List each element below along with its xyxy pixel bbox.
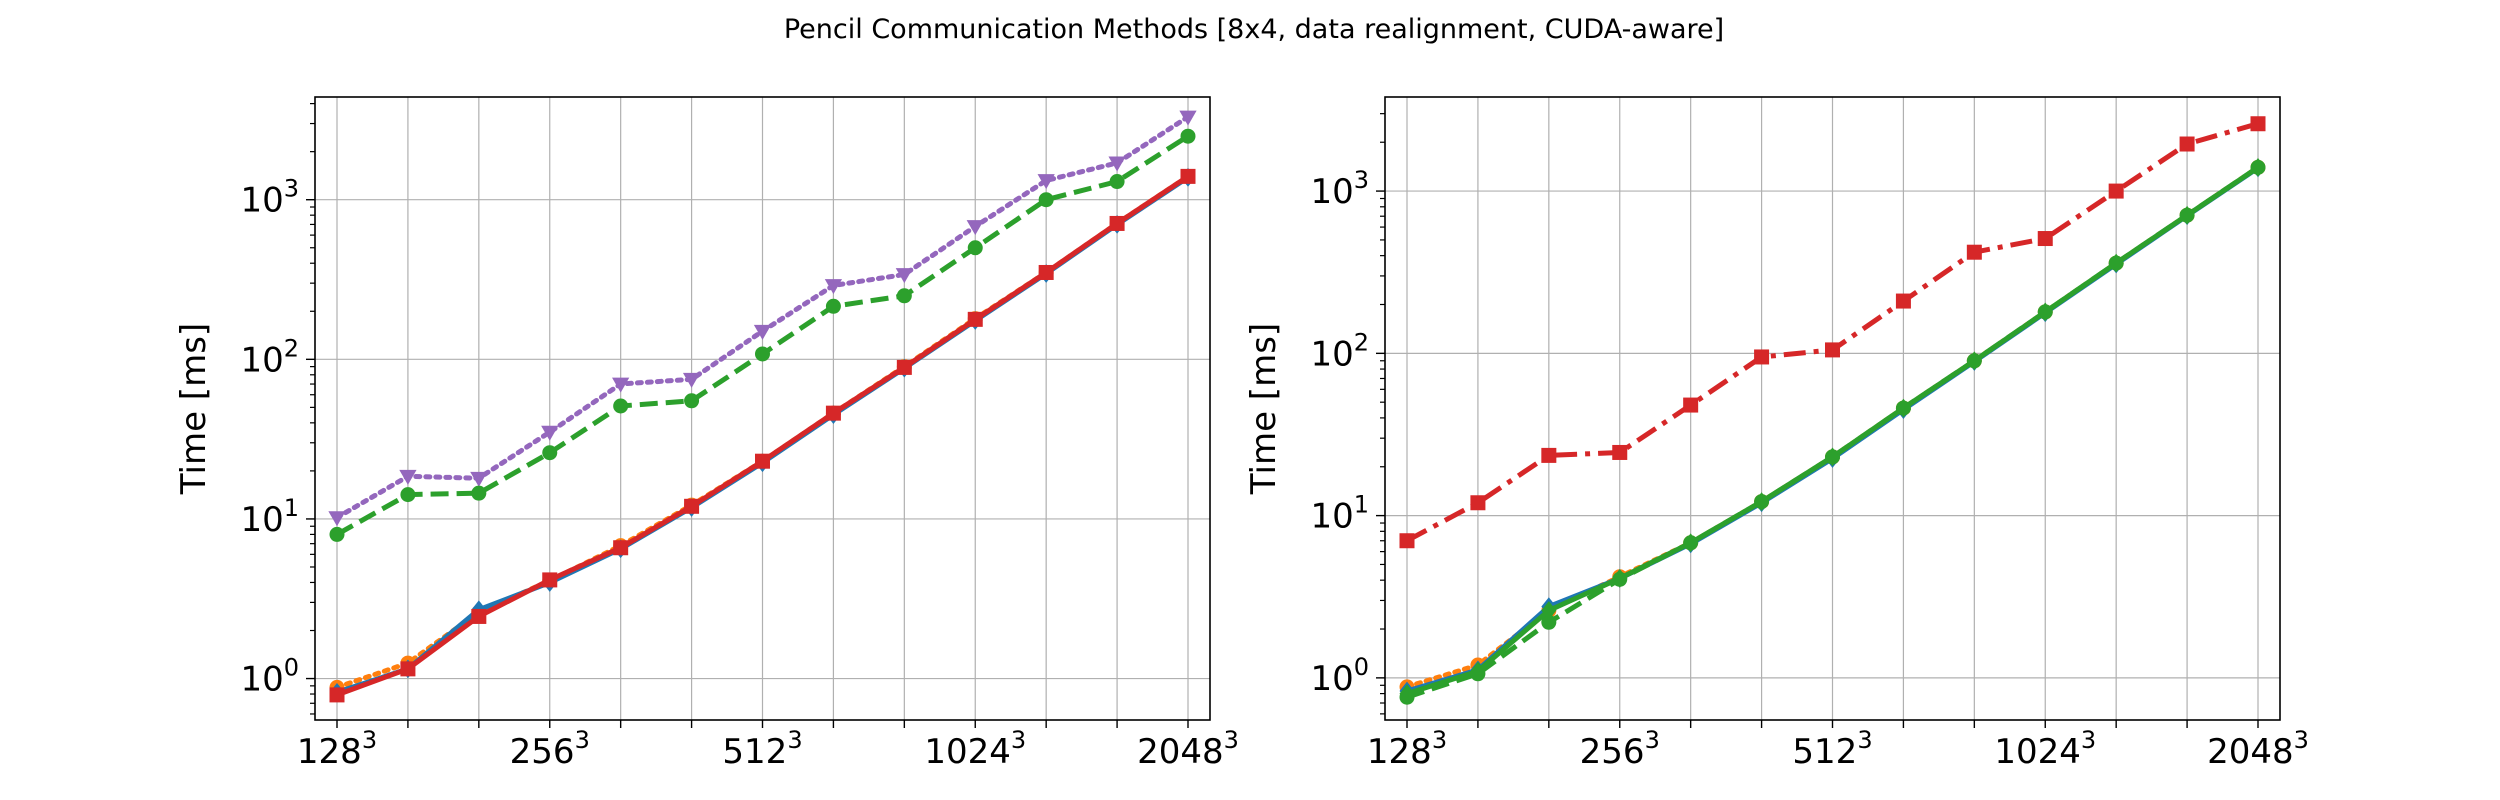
data-point-green: [684, 393, 700, 409]
data-point-green-diamond: [2037, 302, 2053, 322]
data-point-red: [1541, 447, 1557, 463]
data-point-red: [2108, 183, 2124, 199]
y-axis-label: Time [ms]: [174, 323, 214, 495]
data-point-green-diamond: [1825, 447, 1840, 467]
data-point-red: [2250, 116, 2266, 132]
data-point-green: [400, 487, 416, 503]
y-axis-label: Time [ms]: [1244, 323, 1284, 495]
data-point-purple: [399, 469, 417, 485]
grid: [315, 97, 1210, 720]
data-point-purple: [966, 220, 984, 236]
data-point-red: [1470, 495, 1486, 511]
data-point-green-diamond: [1683, 533, 1699, 553]
data-point-red: [1109, 215, 1125, 231]
data-point-red: [1399, 533, 1415, 549]
data-point-green: [1180, 128, 1196, 144]
data-point-red: [1683, 397, 1699, 413]
data-point-red: [2037, 231, 2053, 247]
plot-frame: [314, 96, 1211, 721]
data-point-red: [1895, 293, 1911, 309]
data-point-purple: [541, 425, 559, 441]
data-point-green: [329, 526, 345, 542]
data-point-red: [1612, 444, 1628, 460]
data-point-red: [1038, 264, 1054, 280]
data-point-purple: [682, 372, 701, 388]
data-point-green-diamond: [1966, 351, 1982, 371]
x-tick-label: 10243: [924, 726, 1026, 772]
data-point-green: [471, 485, 487, 501]
data-point-green-diamond: [2179, 205, 2195, 225]
series-green: [329, 128, 1196, 542]
data-point-purple: [612, 377, 630, 393]
data-point-red: [471, 608, 487, 624]
data-point-purple: [1179, 110, 1197, 126]
data-point-red: [2179, 136, 2195, 152]
data-point-red: [1825, 342, 1840, 358]
data-point-purple: [895, 268, 913, 284]
data-point-red: [755, 453, 770, 469]
data-point-red: [1180, 168, 1196, 184]
data-point-green: [896, 288, 912, 304]
data-point-green: [1109, 174, 1125, 190]
series-red: [1399, 116, 2266, 549]
data-point-purple: [328, 511, 346, 527]
data-point-red: [542, 572, 558, 588]
data-point-green-diamond: [1612, 569, 1628, 588]
x-tick-label: 20483: [1137, 726, 1239, 772]
figure-title: Pencil Communication Methods [8x4, data …: [784, 14, 1724, 45]
data-point-red: [1966, 244, 1982, 260]
series-green-diamond: [1399, 157, 2266, 703]
data-point-purple: [753, 324, 772, 340]
data-point-red: [329, 687, 345, 703]
data-point-red: [1754, 349, 1770, 365]
data-point-green-diamond: [1895, 398, 1911, 418]
data-point-purple: [470, 471, 488, 487]
data-point-green: [542, 445, 558, 461]
data-point-red: [967, 311, 983, 327]
data-point-green-diamond: [2250, 157, 2266, 177]
data-point-red: [613, 540, 629, 556]
data-point-green: [1541, 614, 1557, 630]
data-point-purple: [824, 279, 843, 295]
data-point-green-diamond: [1541, 601, 1557, 620]
data-point-green: [755, 346, 770, 362]
data-point-red: [684, 498, 700, 514]
axis-ticks: [306, 103, 1189, 728]
data-point-green: [825, 298, 841, 314]
data-point-green-diamond: [1399, 684, 1415, 703]
data-point-purple: [1108, 156, 1126, 172]
series-red: [329, 168, 1196, 703]
data-point-green: [967, 240, 983, 256]
data-point-green-diamond: [1470, 661, 1486, 681]
x-tick-label: 10243: [1994, 726, 2096, 772]
data-point-red: [896, 359, 912, 375]
data-point-purple: [1037, 174, 1055, 190]
series-purple: [328, 110, 1197, 527]
data-point-green-diamond: [1754, 492, 1770, 511]
x-tick-label: 20483: [2207, 726, 2309, 772]
data-point-red: [400, 661, 416, 677]
data-point-green: [613, 398, 629, 414]
data-point-red: [825, 405, 841, 421]
plot-frame: [1384, 96, 2281, 721]
data-point-green: [1038, 192, 1054, 208]
axis-ticks: [1376, 113, 2259, 728]
data-point-green-diamond: [2108, 253, 2124, 273]
